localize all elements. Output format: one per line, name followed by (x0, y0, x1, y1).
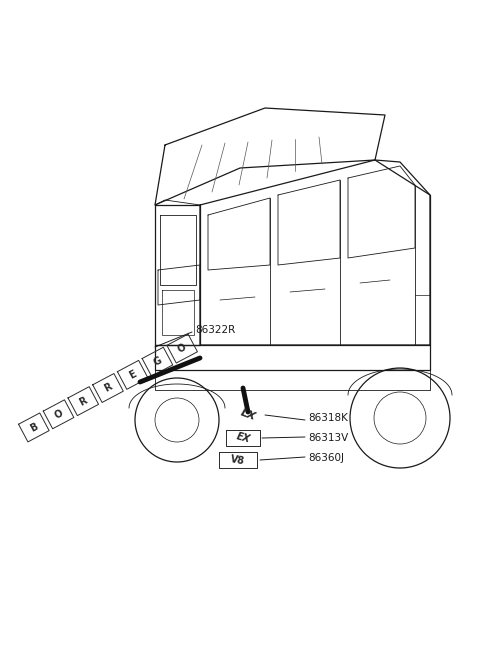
Text: 86318K: 86318K (308, 413, 348, 423)
Text: 86322R: 86322R (195, 325, 235, 335)
Text: EX: EX (235, 432, 251, 445)
Text: V8: V8 (230, 454, 246, 466)
Text: E: E (128, 369, 138, 381)
Text: O: O (176, 342, 188, 355)
Text: 86360J: 86360J (308, 453, 344, 463)
Text: R: R (102, 382, 114, 394)
Text: O: O (53, 408, 64, 420)
Text: LX: LX (239, 407, 257, 422)
Text: B: B (28, 421, 39, 434)
Text: 86313V: 86313V (308, 433, 348, 443)
Text: G: G (152, 356, 163, 368)
Text: R: R (78, 395, 89, 407)
